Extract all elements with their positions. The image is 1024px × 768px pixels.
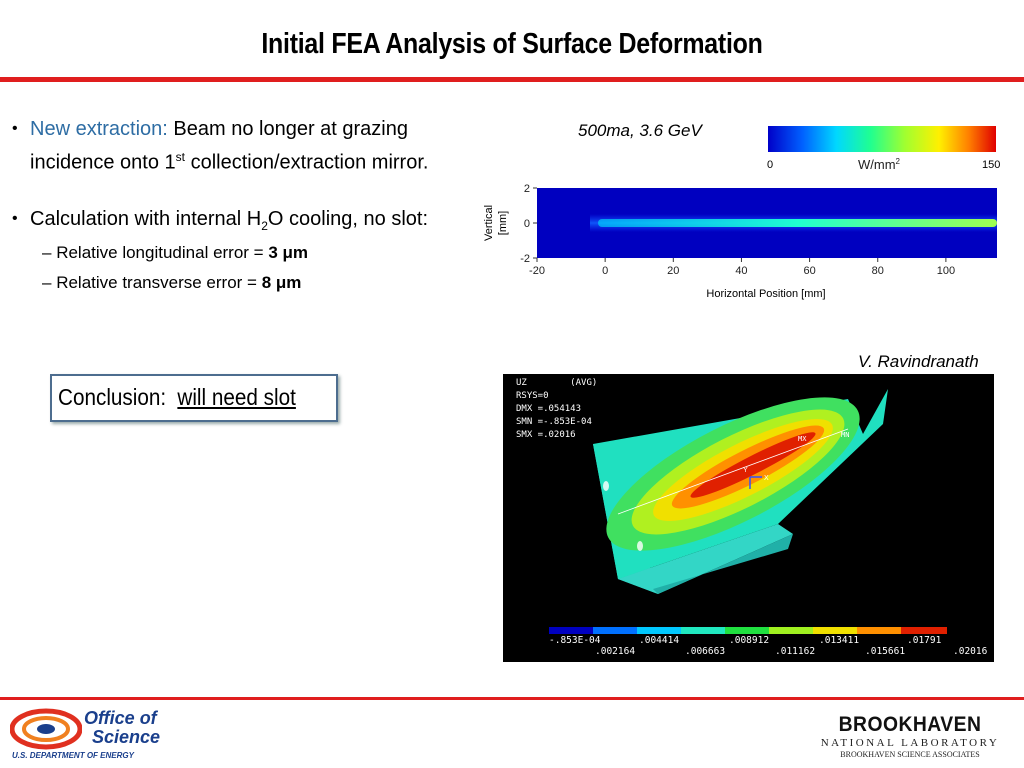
fea-contour-plot: UZ (AVG) RSYS=0 DMX =.054143 SMN =-.853E…: [503, 374, 994, 662]
fea-color-scale: [549, 627, 947, 634]
y-tick-label: 0: [524, 218, 530, 230]
page-title: Initial FEA Analysis of Surface Deformat…: [261, 28, 763, 60]
fea-mesh: MX MN Y X: [549, 389, 947, 634]
bullet-dot: •: [12, 120, 18, 137]
bullet-dot: •: [12, 210, 18, 227]
fea-beam-line: [617, 428, 849, 515]
bullet-text: Calculation with internal H: [30, 208, 262, 230]
brookhaven-logo: BROOKHAVEN NATIONAL LABORATORY BROOKHAVE…: [820, 713, 1000, 759]
y-tick-label: -2: [520, 253, 530, 265]
x-tick-label: 100: [937, 265, 955, 277]
bullet-text: O cooling, no slot:: [267, 208, 429, 230]
x-tick-label: 80: [872, 265, 884, 277]
credit-text: V. Ravindranath: [858, 352, 979, 371]
y-axis-label-line2: [mm]: [497, 211, 509, 235]
bullet-item: • New extraction: Beam no longer at graz…: [12, 116, 482, 176]
beam-stripe: [598, 219, 997, 227]
bullet-item: • Calculation with internal H2O cooling,…: [12, 206, 482, 296]
power-density-chart: 0 W/mm2 150 -20 0 20 40 60 80 100 20-2 Horizon…: [483, 126, 1000, 300]
office-of-science-wordmark: Office of Science: [84, 708, 161, 747]
scale-swatch: [857, 627, 901, 634]
sub-bullet: – Relative transverse error = 8 μm: [42, 273, 302, 292]
fea-header: UZ (AVG) RSYS=0 DMX =.054143 SMN =-.853E…: [516, 378, 598, 440]
fea-side-face: [618, 524, 793, 594]
doe-caption: U.S. DEPARTMENT OF ENERGY: [12, 751, 134, 760]
colorbar-min-label: 0: [767, 159, 773, 171]
x-ticks: -20 0 20 40 60 80 100: [529, 258, 955, 277]
scale-swatch: [637, 627, 681, 634]
scale-swatch: [901, 627, 947, 634]
colorbar-max-label: 150: [982, 159, 1000, 171]
axis-y-label: Y: [743, 467, 748, 474]
conclusion-label: Conclusion:: [58, 384, 167, 410]
scale-swatch: [813, 627, 857, 634]
sub-bullet: – Relative longitudinal error = 3 μm: [42, 243, 309, 262]
x-tick-label: 0: [602, 265, 608, 277]
header-rule: [0, 77, 1024, 82]
bullet-text: collection/extraction mirror.: [190, 151, 429, 174]
fea-side-face: [653, 534, 793, 594]
sub-bullet-value: 3 μm: [268, 243, 309, 262]
fea-hole: [637, 541, 643, 551]
colorbar: [768, 126, 996, 152]
x-tick-label: -20: [529, 265, 545, 277]
scale-swatch: [769, 627, 813, 634]
sub-bullet-label: Relative transverse error =: [56, 273, 262, 292]
scale-swatch: [549, 627, 593, 634]
y-ticks: 2 0 -2: [520, 183, 537, 265]
footer-rule: [0, 697, 1024, 700]
mn-label: MN: [841, 431, 849, 439]
x-axis-label: Horizontal Position [mm]: [706, 288, 825, 300]
axis-x-label: X: [764, 475, 769, 482]
x-tick-label: 20: [667, 265, 679, 277]
beam-caption: 500ma, 3.6 GeV: [578, 121, 702, 140]
mx-label: MX: [798, 435, 807, 443]
conclusion-value: will need slot: [177, 384, 296, 410]
sub-bullet-value: 8 μm: [261, 273, 302, 292]
fea-contour-band: [690, 432, 816, 498]
bullet-prefix: New extraction:: [30, 118, 168, 140]
bullet-text: incidence onto 1: [30, 151, 176, 174]
scale-swatch: [681, 627, 725, 634]
superscript: st: [175, 150, 186, 164]
y-tick-label: 2: [524, 183, 530, 195]
scale-swatch: [593, 627, 637, 634]
scale-swatch: [725, 627, 769, 634]
y-axis-label-line1: Vertical: [483, 205, 495, 241]
sub-bullet-label: Relative longitudinal error =: [56, 243, 269, 262]
fea-hole: [603, 481, 609, 491]
colorbar-unit-label: W/mm2: [858, 157, 901, 172]
office-of-science-logo-icon: [10, 708, 82, 750]
bullet-text: Beam no longer at grazing: [173, 118, 408, 140]
x-tick-label: 60: [803, 265, 815, 277]
subscript: 2: [261, 219, 268, 233]
x-tick-label: 40: [735, 265, 747, 277]
conclusion-box: Conclusion: will need slot: [50, 374, 338, 422]
